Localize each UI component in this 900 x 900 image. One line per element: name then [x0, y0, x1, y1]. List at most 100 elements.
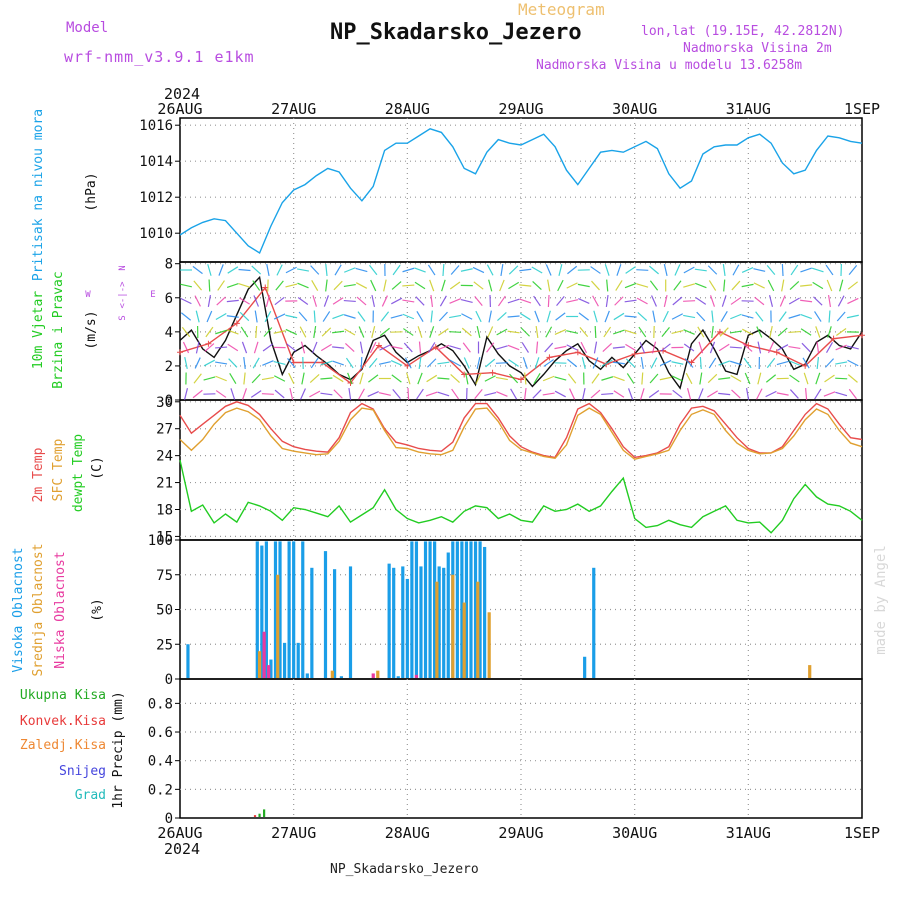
- wind-arrow: [640, 356, 644, 370]
- top-year-label: 2024: [164, 85, 200, 103]
- wind-arrow: [371, 326, 376, 338]
- station-title: NP_Skadarsko_Jezero: [330, 20, 582, 45]
- wind-arrow: [333, 389, 343, 399]
- wind-arrow: [847, 281, 858, 290]
- wind-arrow: [544, 342, 554, 353]
- wind-arrow: [815, 326, 821, 338]
- cloud-bar: [292, 541, 296, 678]
- cloud-bar: [433, 541, 437, 678]
- wind-arrow: [428, 342, 436, 353]
- wind-arrow: [439, 295, 447, 307]
- cloud-bar: [592, 567, 596, 678]
- precip-panel: 0 0.2 0.4 0.6 0.8: [148, 678, 863, 827]
- wind-arrow: [297, 296, 309, 306]
- wind-arrow: [273, 330, 286, 334]
- cloud-ytick-label: 75: [156, 568, 173, 584]
- precip-graupel-label: Grad: [75, 788, 106, 803]
- wind-arrow: [804, 387, 808, 401]
- gust-marker: [830, 335, 837, 342]
- wind-arrow: [663, 264, 668, 276]
- wind-arrow: [347, 372, 353, 385]
- precip-snow-label: Snijeg: [59, 764, 106, 779]
- wind-arrow: [325, 263, 328, 277]
- wind-arrow: [533, 373, 541, 384]
- wind-arrow: [252, 357, 260, 369]
- cloud-bar: [405, 578, 409, 678]
- wind-arrow: [288, 372, 295, 385]
- wind-arrow: [699, 372, 703, 385]
- wind-arrow: [273, 375, 286, 382]
- cloud-unit: (%): [90, 598, 105, 621]
- wind-arrow: [566, 282, 578, 289]
- wind-arrow: [226, 315, 239, 318]
- wind-arrow: [719, 327, 729, 337]
- wind-arrow: [711, 325, 714, 339]
- wind-arrow: [332, 330, 345, 334]
- wind-arrow: [788, 314, 801, 319]
- wind-arrow: [803, 372, 809, 385]
- wind-arrow: [674, 264, 681, 276]
- wind-arrow: [846, 345, 859, 350]
- wind-arrow: [707, 265, 718, 275]
- wind-arrow: [311, 280, 319, 291]
- wind-arrow: [707, 390, 718, 398]
- wind-arrow: [566, 330, 579, 334]
- wind-arrow: [429, 279, 435, 292]
- wind-arrow: [437, 344, 450, 351]
- wind-arrow: [192, 265, 203, 275]
- wind-arrow: [591, 280, 600, 291]
- wind-arrow: [711, 310, 714, 323]
- temperature-panel: 15 18 21 24 27 30: [156, 395, 863, 545]
- wind-arrow: [184, 357, 188, 369]
- wind-arrow: [230, 388, 236, 400]
- wind-arrow: [392, 389, 401, 399]
- wind-arrow: [344, 267, 356, 273]
- wind-arrow: [320, 392, 333, 396]
- precip-frozen-label: Zaledj.Kisa: [20, 738, 106, 753]
- wind-arrow: [788, 360, 801, 366]
- wind-arrow: [508, 265, 519, 275]
- cloud-bar: [269, 659, 273, 678]
- wind-arrow: [227, 266, 239, 274]
- wind-arrow: [238, 283, 251, 288]
- wind-arrow: [418, 356, 422, 370]
- wind-arrow: [261, 393, 274, 395]
- wind-arrow: [532, 280, 542, 291]
- wind-arrow: [343, 314, 356, 319]
- wind-arrow: [289, 388, 294, 400]
- wind-arrow: [800, 299, 813, 303]
- cloud-bar: [330, 670, 334, 678]
- wind-arrow: [789, 389, 799, 399]
- precip-ytick-label: 0: [165, 811, 173, 827]
- wind-arrow: [814, 388, 822, 400]
- wind-arrow: [496, 328, 508, 336]
- gust-marker: [716, 328, 723, 335]
- wind-arrow: [718, 343, 730, 352]
- wind-arrow: [800, 313, 812, 320]
- wind-arrow: [755, 311, 764, 322]
- precip-legend: Ukupna Kisa Konvek.Kisa Zaledj.Kisa Snij…: [20, 688, 126, 809]
- wind-arrow: [371, 295, 376, 307]
- wind-arrow: [301, 372, 305, 385]
- wind-arrow: [741, 314, 754, 319]
- wind-arrow: [826, 279, 833, 292]
- cloud-bar: [371, 673, 375, 678]
- cloud-low-label: Niska Oblacnost: [53, 551, 68, 668]
- cloud-bar: [392, 567, 396, 678]
- wind-arrow: [240, 326, 249, 338]
- wind-arrow: [407, 387, 410, 401]
- wind-arrow: [650, 357, 658, 369]
- pressure-ytick-label: 1014: [139, 154, 173, 170]
- wind-arrow: [594, 325, 597, 339]
- wind-arrow: [402, 284, 415, 287]
- wind-arrow: [788, 345, 801, 350]
- wind-arrow: [403, 342, 413, 353]
- wind-arrow: [369, 264, 378, 276]
- wind-arrow: [533, 295, 541, 307]
- temperature-ytick-label: 24: [156, 449, 173, 465]
- top-date-label: 30AUG: [612, 100, 657, 118]
- wind-arrow: [194, 295, 201, 307]
- wind-arrow: [813, 296, 823, 306]
- wind-arrow: [811, 267, 824, 273]
